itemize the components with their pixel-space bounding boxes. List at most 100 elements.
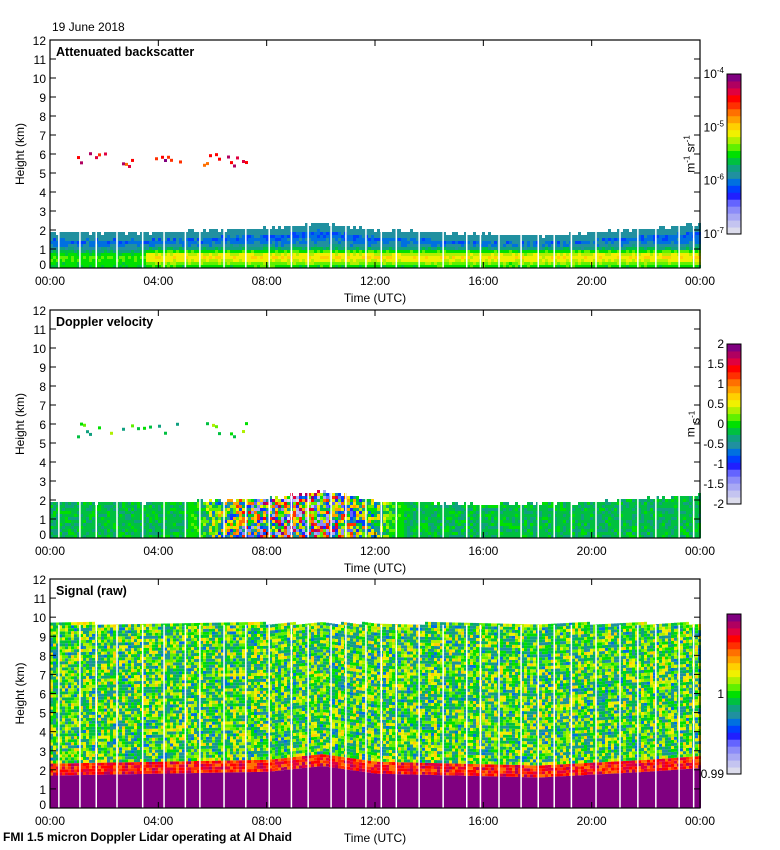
heatmap-cell xyxy=(164,244,167,247)
heatmap-cell xyxy=(227,256,230,259)
heatmap-cell xyxy=(287,523,290,526)
heatmap-cell xyxy=(170,523,173,526)
heatmap-cell xyxy=(287,229,290,232)
heatmap-cell xyxy=(596,241,599,244)
heatmap-cell xyxy=(89,259,92,262)
heatmap-cell xyxy=(416,529,419,532)
heatmap-cell xyxy=(83,517,86,520)
y-tick-label: 11 xyxy=(34,53,47,67)
heatmap-cell xyxy=(269,535,272,538)
heatmap-cell xyxy=(86,235,89,238)
heatmap-cell xyxy=(107,238,110,241)
heatmap-cell xyxy=(251,247,254,250)
heatmap-cell xyxy=(128,232,131,235)
colorbar-tick-label: 10-6 xyxy=(704,173,725,188)
heatmap-cell xyxy=(119,241,122,244)
heatmap-cell xyxy=(143,262,146,265)
heatmap-cell xyxy=(326,262,329,265)
heatmap-cell xyxy=(407,250,410,253)
heatmap-cell xyxy=(644,256,647,259)
heatmap-cell xyxy=(323,238,326,241)
heatmap-cell xyxy=(86,265,89,268)
heatmap-cell xyxy=(278,508,281,511)
heatmap-cell xyxy=(653,253,656,256)
heatmap-cell xyxy=(215,532,218,535)
heatmap-cell xyxy=(158,502,161,505)
heatmap-cell xyxy=(155,511,158,514)
heatmap-cell xyxy=(194,253,197,256)
heatmap-cell xyxy=(548,532,551,535)
heatmap-cell xyxy=(272,229,275,232)
heatmap-cell xyxy=(86,520,89,523)
heatmap-cell xyxy=(74,535,77,538)
heatmap-cell xyxy=(113,517,116,520)
heatmap-cell xyxy=(383,523,386,526)
heatmap-cell xyxy=(680,226,683,229)
cloud-cell xyxy=(236,156,239,160)
heatmap-cell xyxy=(434,526,437,529)
heatmap-cell xyxy=(428,241,431,244)
heatmap-cell xyxy=(113,235,116,238)
heatmap-cell xyxy=(248,235,251,238)
heatmap-cell xyxy=(473,250,476,253)
heatmap-cell xyxy=(62,529,65,532)
heatmap-cell xyxy=(302,526,305,529)
heatmap-cell xyxy=(131,247,134,250)
heatmap-cell xyxy=(62,520,65,523)
heatmap-cell xyxy=(389,256,392,259)
heatmap-cell xyxy=(155,256,158,259)
heatmap-cell xyxy=(137,253,140,256)
heatmap-cell xyxy=(350,532,353,535)
heatmap-cell xyxy=(164,502,167,505)
heatmap-cell xyxy=(368,508,371,511)
heatmap-cell xyxy=(449,505,452,508)
heatmap-cell xyxy=(614,241,617,244)
heatmap-cell xyxy=(296,247,299,250)
heatmap-cell xyxy=(455,262,458,265)
heatmap-cell xyxy=(143,532,146,535)
heatmap-cell xyxy=(398,232,401,235)
heatmap-cell xyxy=(680,250,683,253)
heatmap-cell xyxy=(584,250,587,253)
heatmap-cell xyxy=(239,244,242,247)
heatmap-cell xyxy=(422,253,425,256)
heatmap-cell xyxy=(296,262,299,265)
heatmap-cell xyxy=(398,526,401,529)
heatmap-cell xyxy=(98,502,101,505)
heatmap-cell xyxy=(272,253,275,256)
cloud-cell xyxy=(230,432,233,436)
heatmap-cell xyxy=(131,256,134,259)
heatmap-cell xyxy=(293,241,296,244)
heatmap-cell xyxy=(122,508,125,511)
heatmap-cell xyxy=(278,502,281,505)
heatmap-cell xyxy=(440,517,443,520)
heatmap-cell xyxy=(488,529,491,532)
heatmap-cell xyxy=(317,496,320,499)
heatmap-cell xyxy=(341,232,344,235)
heatmap-cell xyxy=(275,502,278,505)
heatmap-cell xyxy=(500,259,503,262)
heatmap-cell xyxy=(491,259,494,262)
heatmap-cell xyxy=(320,502,323,505)
heatmap-cell xyxy=(377,526,380,529)
heatmap-cell xyxy=(80,265,83,268)
heatmap-cell xyxy=(293,505,296,508)
heatmap-cell xyxy=(68,523,71,526)
heatmap-cell xyxy=(308,262,311,265)
heatmap-cell xyxy=(485,532,488,535)
heatmap-cell xyxy=(230,535,233,538)
heatmap-cell xyxy=(98,256,101,259)
heatmap-cell xyxy=(434,511,437,514)
heatmap-cell xyxy=(371,229,374,232)
heatmap-cell xyxy=(404,250,407,253)
panel-title: Attenuated backscatter xyxy=(56,45,194,59)
heatmap-cell xyxy=(506,247,509,250)
heatmap-cell xyxy=(470,256,473,259)
heatmap-cell xyxy=(488,241,491,244)
heatmap-cell xyxy=(374,250,377,253)
heatmap-cell xyxy=(68,508,71,511)
heatmap-cell xyxy=(416,520,419,523)
cloud-cell xyxy=(206,422,209,426)
heatmap-cell xyxy=(170,241,173,244)
heatmap-cell xyxy=(362,517,365,520)
